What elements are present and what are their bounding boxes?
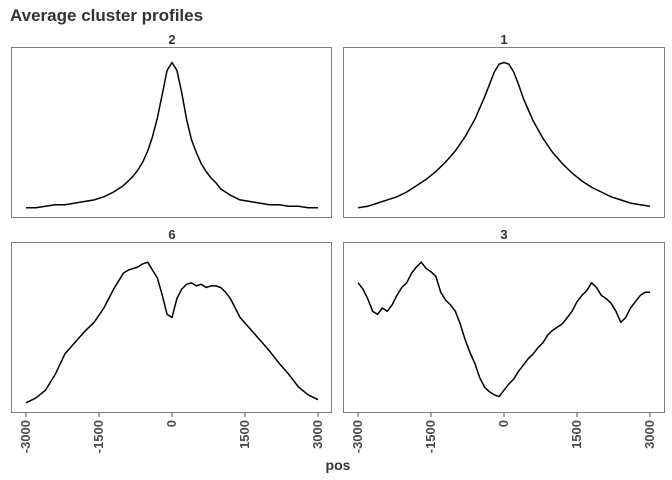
x-axis-labels-left: -3000 -1500 0 1500 3000 — [18, 420, 325, 453]
facet-panel-bottom-left: 6 — [11, 227, 332, 413]
facet-panel-top-left: 2 — [11, 32, 332, 218]
x-tick-label: 3000 — [310, 420, 325, 449]
series-line-bottom-right — [357, 261, 650, 398]
facet-panel-border-bottom-right — [343, 242, 665, 413]
chart-title: Average cluster profiles — [10, 6, 203, 25]
x-axis-ticks-left — [25, 413, 319, 417]
x-tick-label: -3000 — [18, 420, 33, 453]
facet-panel-top-right: 1 — [343, 32, 665, 218]
series-line-bottom-left — [25, 261, 319, 404]
x-tick-label: 0 — [496, 420, 511, 427]
facet-panel-border-top-right — [343, 47, 665, 218]
x-tick-label: -1500 — [91, 420, 106, 453]
x-tick-label: 0 — [164, 420, 179, 427]
series-line-top-left — [26, 61, 318, 209]
series-line-top-right — [357, 61, 651, 209]
x-tick-label: -1500 — [423, 420, 438, 453]
x-tick-label: 3000 — [642, 420, 657, 449]
facet-strip-label-top-right: 1 — [500, 32, 507, 47]
facet-strip-label-bottom-right: 3 — [500, 227, 507, 242]
facet-strip-label-top-left: 2 — [168, 32, 175, 47]
x-axis-labels-right: -3000 -1500 0 1500 3000 — [350, 420, 657, 453]
x-tick-label: 1500 — [237, 420, 252, 449]
facet-strip-label-bottom-left: 6 — [168, 227, 175, 242]
facet-panel-border-top-left — [11, 47, 332, 218]
facet-panel-bottom-right: 3 — [343, 227, 665, 413]
x-axis-title: pos — [326, 457, 351, 473]
facet-panel-border-bottom-left — [11, 242, 332, 413]
x-tick-label: 1500 — [569, 420, 584, 449]
x-axis-ticks-right — [357, 413, 651, 417]
x-tick-label: -3000 — [350, 420, 365, 453]
